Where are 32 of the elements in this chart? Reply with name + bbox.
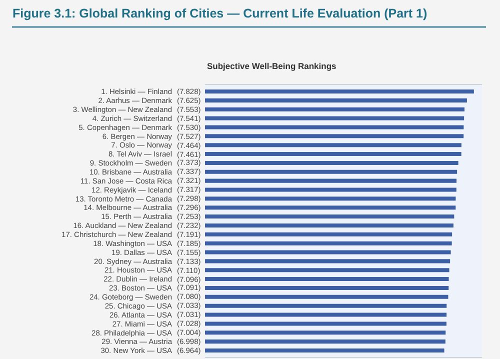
bar	[205, 170, 458, 174]
bar	[205, 116, 464, 120]
bar	[205, 304, 447, 308]
bar	[205, 98, 467, 102]
bar	[205, 206, 456, 210]
bar	[205, 196, 456, 201]
bar	[205, 286, 449, 290]
bar	[205, 134, 464, 138]
bar	[205, 259, 450, 264]
bar	[205, 268, 450, 272]
bar	[205, 89, 474, 94]
bar	[205, 312, 447, 317]
bar	[205, 178, 457, 183]
bar	[205, 107, 464, 112]
bar	[205, 241, 452, 246]
bar	[205, 143, 462, 148]
bar	[205, 160, 458, 165]
bar	[205, 322, 446, 326]
bar	[205, 277, 449, 282]
bar	[205, 232, 452, 236]
bar	[205, 294, 448, 299]
bar	[205, 340, 446, 344]
bar	[205, 125, 464, 130]
bar	[205, 348, 444, 353]
bar	[205, 223, 454, 228]
chart-subtitle: Subjective Well-Being Rankings	[207, 61, 337, 71]
bar	[205, 188, 456, 192]
bar	[205, 330, 446, 335]
bar	[205, 250, 451, 254]
chart-title: Figure 3.1: Global Ranking of Cities — Current Life Evaluation (Part 1)	[12, 6, 428, 21]
bar	[205, 152, 462, 156]
bar	[205, 214, 454, 219]
